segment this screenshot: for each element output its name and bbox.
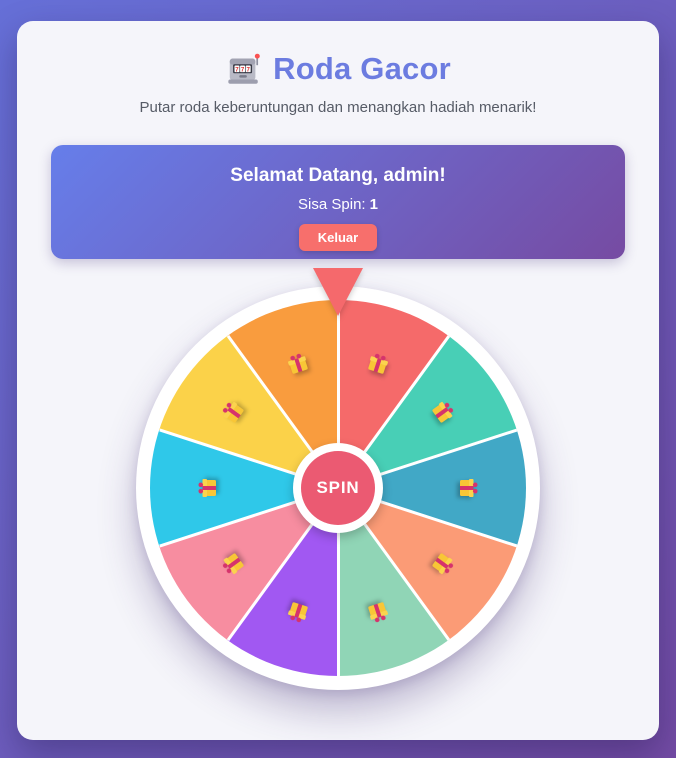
- spin-button[interactable]: SPIN: [301, 451, 375, 525]
- gift-icon: [426, 548, 460, 582]
- gift-icon: [283, 597, 313, 627]
- wheel-area: SPIN: [136, 268, 540, 690]
- welcome-banner: Selamat Datang, admin! Sisa Spin: 1 Kelua…: [51, 145, 625, 259]
- subtitle: Putar roda keberuntungan dan menangkan h…: [139, 99, 537, 116]
- gift-icon: [216, 548, 250, 582]
- gift-icon: [363, 349, 393, 379]
- gift-icon: [363, 597, 393, 627]
- svg-text:7: 7: [235, 66, 239, 73]
- svg-text:7: 7: [241, 66, 245, 73]
- title-text: Roda Gacor: [273, 51, 451, 86]
- gift-icon: [283, 349, 313, 379]
- gift-icon: [196, 476, 220, 500]
- spin-hub: SPIN: [293, 443, 383, 533]
- svg-text:7: 7: [247, 66, 251, 73]
- gift-icon: [456, 476, 480, 500]
- spins-value: 1: [369, 196, 378, 213]
- main-card: 7 7 7 Roda Gacor Putar roda keberuntunga…: [17, 21, 659, 740]
- pointer-icon: [313, 268, 363, 316]
- gift-icon: [216, 395, 250, 429]
- gift-icon: [426, 395, 460, 429]
- logout-button[interactable]: Keluar: [298, 224, 378, 251]
- page-title: 7 7 7 Roda Gacor: [17, 47, 659, 91]
- spins-label: Sisa Spin:: [298, 196, 366, 213]
- welcome-heading: Selamat Datang, admin!: [230, 165, 446, 186]
- slot-machine-icon: 7 7 7: [225, 50, 263, 88]
- spins-remaining: Sisa Spin: 1: [51, 195, 625, 215]
